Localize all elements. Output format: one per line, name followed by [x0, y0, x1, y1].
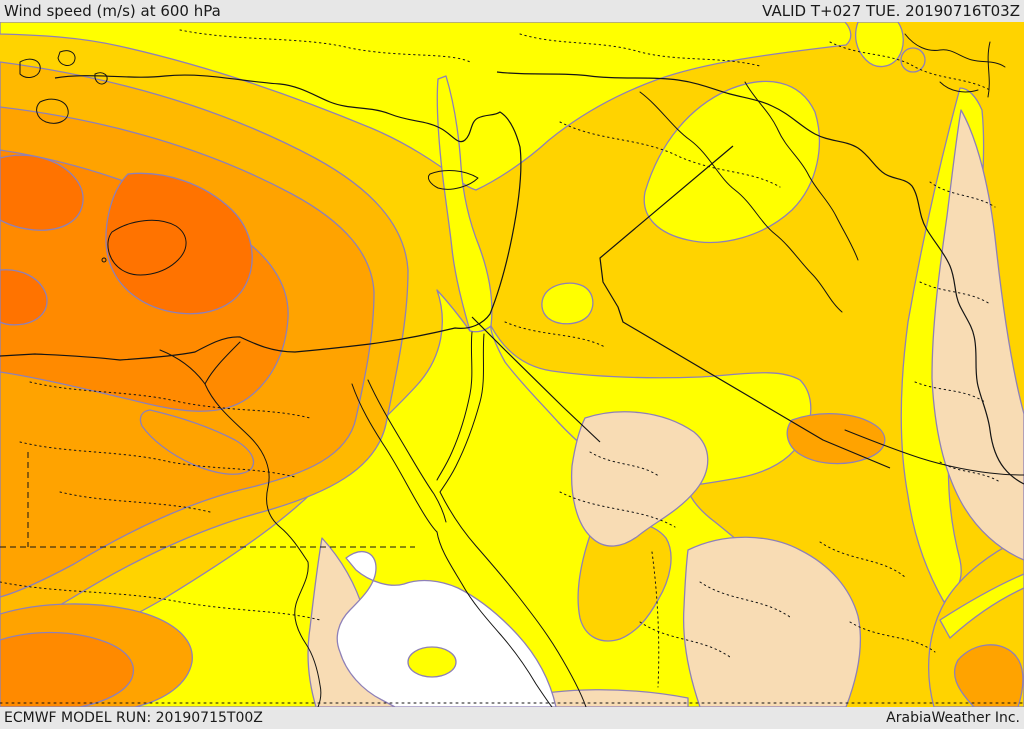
- footer-bar: ECMWF MODEL RUN: 20190715T00Z ArabiaWeat…: [0, 707, 1024, 729]
- wind-speed-map-canvas: [0, 22, 1024, 707]
- header-bar: Wind speed (m/s) at 600 hPa VALID T+027 …: [0, 0, 1024, 22]
- admin-boundaries-dotted: [0, 29, 1024, 704]
- map-title: Wind speed (m/s) at 600 hPa: [4, 2, 221, 20]
- valid-time-label: VALID T+027 TUE. 20190716T03Z: [762, 2, 1020, 20]
- wind-speed-contour-fills: [0, 22, 1024, 707]
- provider-label: ArabiaWeather Inc.: [886, 710, 1020, 726]
- weather-map: [0, 22, 1024, 707]
- model-run-label: ECMWF MODEL RUN: 20190715T00Z: [4, 710, 263, 726]
- coastlines-and-borders: [0, 33, 1024, 707]
